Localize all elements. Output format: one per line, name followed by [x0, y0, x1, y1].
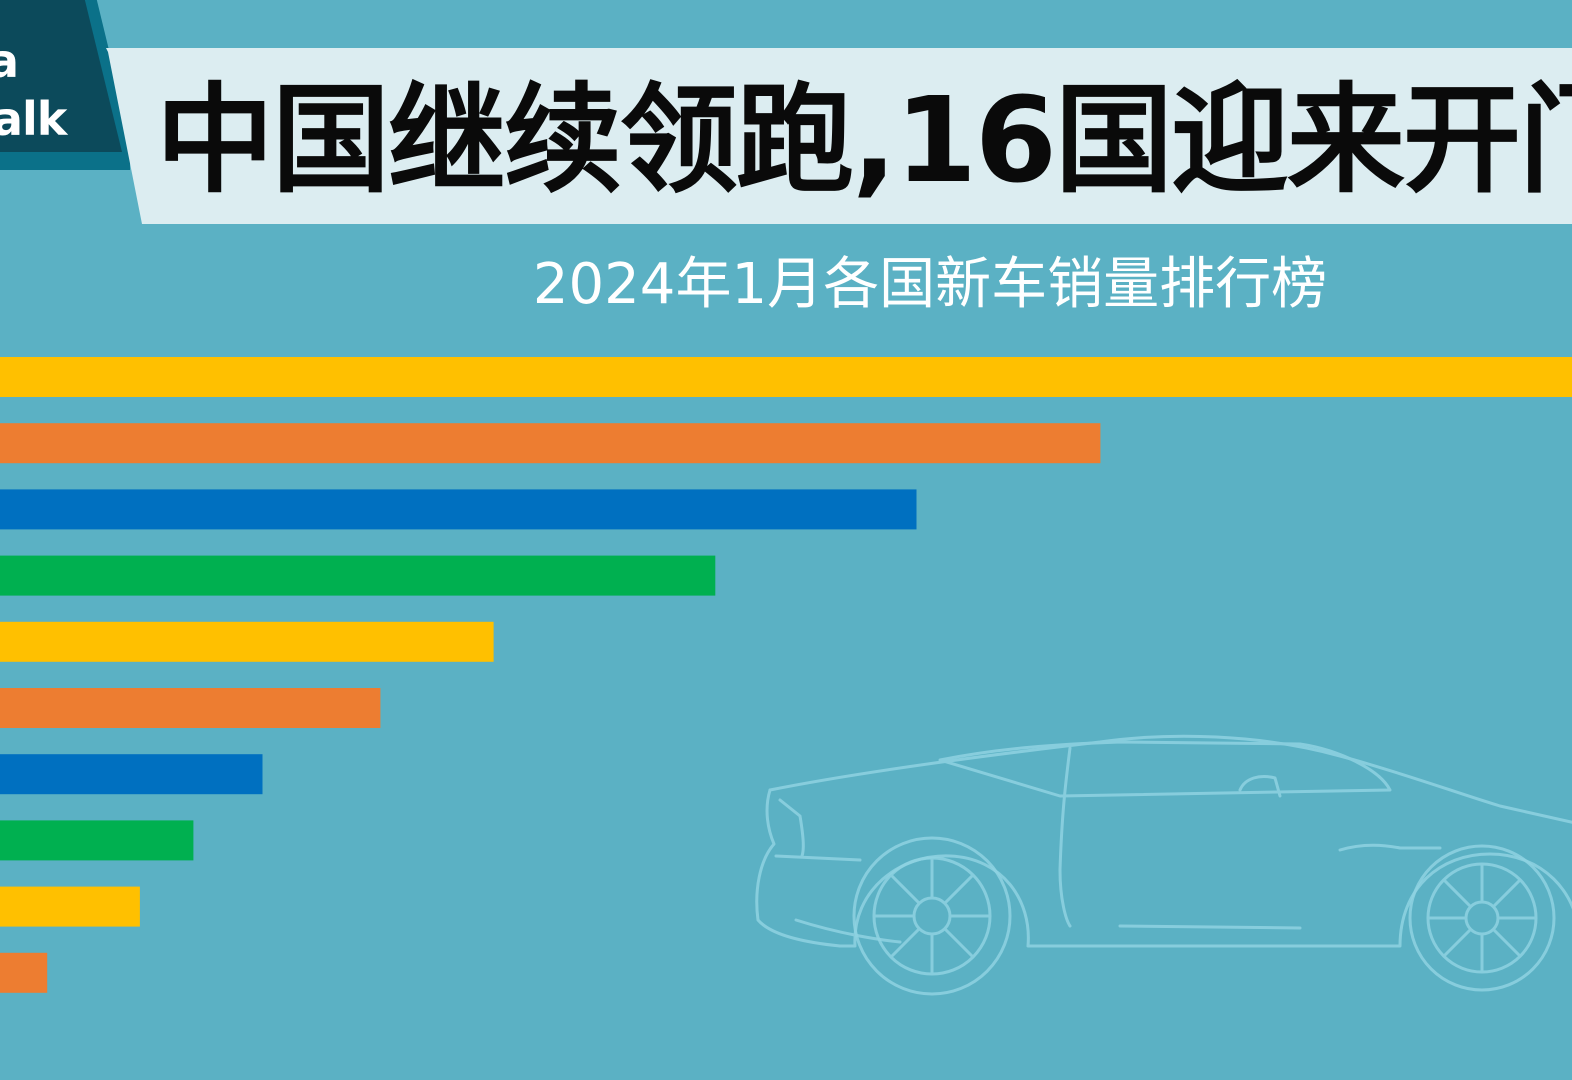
chart-subtitle: 2024年1月各国新车销量排行榜 [532, 252, 1328, 317]
logo-badge [0, 0, 130, 170]
bars-group [0, 357, 1572, 993]
logo-text-line1: a [0, 34, 19, 88]
page-title: 中国继续领跑,16国迎来开门 [156, 71, 1572, 209]
bar-1 [0, 357, 1572, 397]
logo-badge-shape [0, 0, 130, 170]
bar-10 [0, 952, 48, 993]
bar-7 [0, 754, 263, 795]
logo-text-line2: alk [0, 92, 67, 146]
bar-6 [0, 688, 381, 728]
bar-2 [0, 423, 1101, 464]
bar-5 [0, 621, 494, 662]
title-banner [106, 48, 1572, 224]
car-outline-icon [755, 734, 1572, 996]
title-banner-shape [106, 48, 1572, 224]
bar-3 [0, 489, 917, 530]
bar-8 [0, 820, 194, 861]
bar-4 [0, 555, 716, 596]
bar-9 [0, 886, 140, 927]
